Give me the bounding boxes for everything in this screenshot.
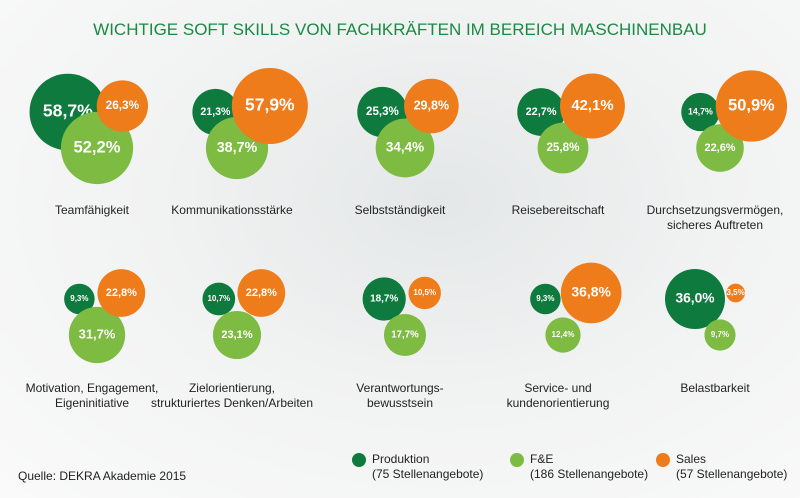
bubble <box>237 269 286 317</box>
category-label: Service- und kundenorientierung <box>506 381 610 410</box>
category-label: Kommunikationsstärke <box>171 203 293 217</box>
legend-offers: (75 Stellenangebote) <box>372 467 484 481</box>
value-label: 38,7% <box>217 140 258 156</box>
legend-entry: Sales (57 Stellenangebote) <box>656 452 788 482</box>
value-label: 9,3% <box>536 294 554 303</box>
value-label: 22,8% <box>106 287 137 299</box>
legend-name: Sales <box>676 452 707 466</box>
value-label: 22,6% <box>705 142 736 154</box>
value-label: 3,5% <box>726 288 744 297</box>
value-label: 34,4% <box>386 140 424 155</box>
category-label: Durchsetzungsvermögen, sicheres Auftrete… <box>646 203 784 232</box>
bubble <box>681 92 720 132</box>
legend-entry: Produktion (75 Stellenangebote) <box>352 452 484 482</box>
category-label: Belastbarkeit <box>680 381 750 395</box>
bubble <box>517 88 565 136</box>
legend-offers: (186 Stellenangebote) <box>530 467 649 481</box>
bubble <box>560 262 622 324</box>
value-label: 57,9% <box>245 95 295 115</box>
chart-title: WICHTIGE SOFT SKILLS VON FACHKRÄFTEN IM … <box>93 20 707 39</box>
value-label: 10,5% <box>413 288 436 297</box>
category-label: Teamfähigkeit <box>54 203 130 217</box>
bubble <box>545 317 581 353</box>
bubble <box>537 122 589 174</box>
value-label: 58,7% <box>43 101 93 121</box>
value-label: 42,1% <box>571 97 613 114</box>
value-label: 9,3% <box>70 294 88 303</box>
bubble <box>408 276 441 310</box>
value-label: 25,8% <box>546 141 580 154</box>
value-label: 26,3% <box>106 99 140 112</box>
category-label: Selbstständigkeit <box>354 203 446 217</box>
bubble <box>96 80 149 132</box>
value-label: 17,7% <box>391 330 419 341</box>
category-label: Motivation, Engagement, Eigeninitiative <box>25 381 159 410</box>
bubble <box>64 283 95 315</box>
value-label: 22,8% <box>246 287 277 299</box>
value-label: 14,7% <box>688 106 713 116</box>
bubble <box>726 283 745 303</box>
bubble <box>375 118 435 178</box>
legend-swatch <box>352 453 366 467</box>
bubble <box>68 306 126 364</box>
bubble <box>97 269 146 317</box>
value-label: 10,7% <box>207 294 230 303</box>
legend-entry: F&E (186 Stellenangebote) <box>510 452 649 482</box>
value-label: 22,7% <box>526 106 557 118</box>
bubble <box>704 319 736 351</box>
value-label: 36,8% <box>571 284 611 300</box>
bubble <box>696 124 744 172</box>
bubble <box>383 313 427 357</box>
value-label: 36,0% <box>675 291 714 306</box>
category-label: Zielorientierung, strukturiertes Denken/… <box>150 381 314 410</box>
legend-name: F&E <box>530 452 554 466</box>
legend-name: Produktion <box>372 452 430 466</box>
value-label: 25,3% <box>366 106 399 118</box>
bubble <box>530 283 561 315</box>
source: Quelle: DEKRA Akademie 2015 <box>18 469 187 483</box>
value-label: 50,9% <box>728 96 775 114</box>
category-label: Reisebereitschaft <box>511 203 605 217</box>
value-label: 12,4% <box>552 330 575 339</box>
value-label: 9,7% <box>711 330 729 339</box>
bubble <box>202 282 236 316</box>
bubble <box>231 67 308 145</box>
value-label: 29,8% <box>414 98 450 112</box>
bubble <box>665 269 725 329</box>
bubble <box>715 70 788 142</box>
bubble <box>404 78 459 134</box>
category-label: Verantwortungs- bewusstsein <box>356 381 444 410</box>
bubble <box>560 73 625 139</box>
value-label: 21,3% <box>200 106 231 118</box>
value-label: 52,2% <box>73 137 120 156</box>
value-label: 18,7% <box>370 294 398 305</box>
bubble <box>362 277 406 321</box>
value-label: 23,1% <box>221 329 253 341</box>
value-label: 31,7% <box>79 326 116 341</box>
bubble <box>212 310 262 360</box>
legend-swatch <box>510 453 524 467</box>
legend-offers: (57 Stellenangebote) <box>676 467 788 481</box>
legend-swatch <box>656 453 670 467</box>
